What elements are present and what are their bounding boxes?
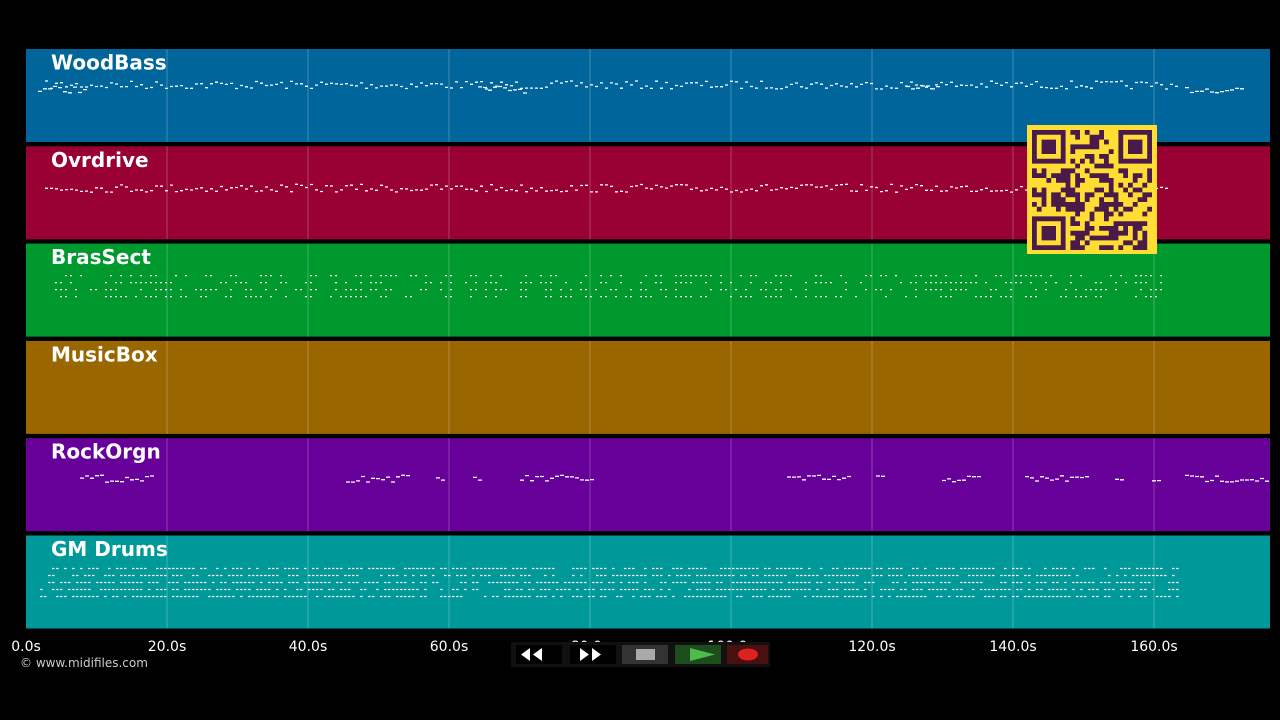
- note-dashes: [38, 80, 1244, 94]
- stop-icon: [636, 649, 655, 660]
- record-icon: [738, 648, 758, 661]
- track-name: RockOrgn: [51, 440, 161, 464]
- rewind-icon: [521, 648, 542, 661]
- notes: [38, 80, 1244, 94]
- rewind-button[interactable]: [516, 645, 562, 664]
- ff-icon: [580, 648, 601, 661]
- time-label: 20.0s: [148, 639, 186, 655]
- track-lane: [26, 438, 1270, 532]
- notes: [55, 274, 1162, 298]
- qr-code: [1027, 125, 1157, 254]
- track-name: Ovrdrive: [51, 148, 149, 172]
- notes: [80, 474, 1269, 483]
- fast-forward-button[interactable]: [570, 645, 616, 664]
- time-label: 40.0s: [289, 639, 327, 655]
- time-label: 60.0s: [430, 639, 468, 655]
- play-icon: [690, 648, 715, 661]
- qr-modules: [1032, 130, 1152, 250]
- track-name: BrasSect: [51, 245, 151, 269]
- play-button[interactable]: [675, 645, 721, 664]
- note-dashes: [55, 274, 1162, 298]
- note-dashes: [80, 474, 1269, 483]
- note-dashes: [40, 567, 1179, 598]
- stop-button[interactable]: [622, 645, 668, 664]
- track-name: MusicBox: [51, 342, 158, 366]
- copyright: © www.midifiles.com: [20, 656, 148, 670]
- time-label: 160.0s: [1130, 639, 1177, 655]
- transport: [511, 642, 770, 667]
- track-name: GM Drums: [51, 537, 168, 561]
- time-label: 140.0s: [989, 639, 1036, 655]
- track-lane: [26, 243, 1270, 337]
- time-label: 120.0s: [848, 639, 895, 655]
- record-button[interactable]: [727, 645, 768, 664]
- track-lane: [26, 340, 1270, 434]
- notes: [40, 567, 1179, 598]
- track-name: WoodBass: [51, 51, 167, 75]
- time-label: 0.0s: [11, 639, 41, 655]
